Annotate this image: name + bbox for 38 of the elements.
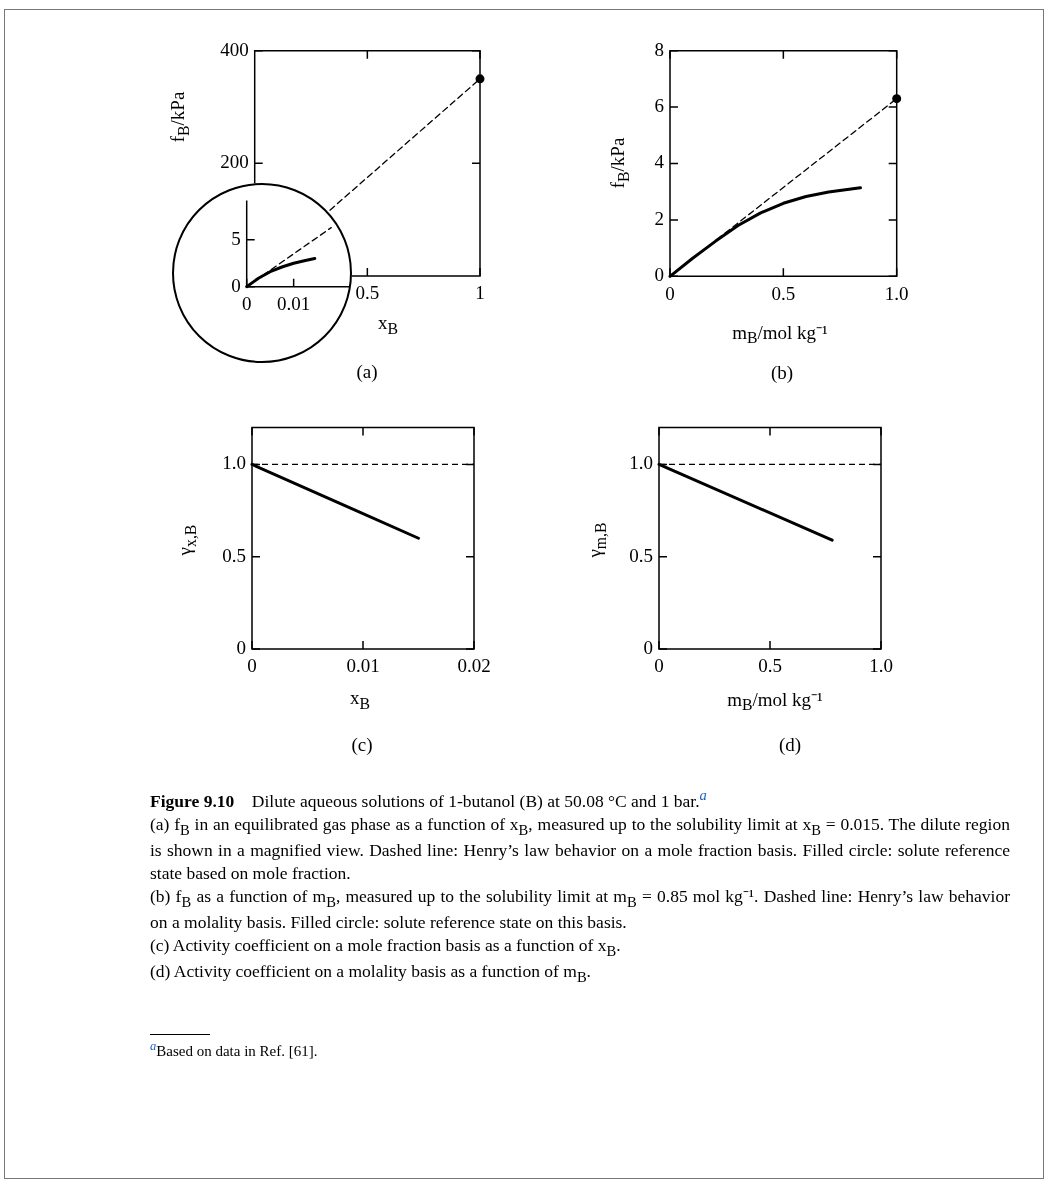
y-tick-label: 6 bbox=[654, 95, 664, 117]
x-axis-title: x$_{B}$ bbox=[377, 312, 399, 338]
x-tick-label: 1.0 bbox=[884, 282, 909, 304]
text: (b) bbox=[770, 362, 794, 384]
y-tick-label: 8 bbox=[654, 38, 664, 60]
x-tick-label: 0.02 bbox=[457, 655, 491, 677]
text: (d) Activity coefficient on a molality basis as a function of m$_{B}$. bbox=[150, 960, 592, 987]
x-tick-label: 0.01 bbox=[277, 293, 311, 315]
y-tick-label: 200 bbox=[220, 151, 249, 173]
x-axis-title: x$_{B}$ bbox=[349, 687, 371, 713]
text: (d) bbox=[778, 734, 802, 756]
y-tick-label: 0 bbox=[654, 264, 664, 286]
x-tick-label: 0.01 bbox=[346, 655, 380, 677]
text: (a) f$_{B}$ in an equilibrated gas phase as a function of x$_{B}$, measured up to the solubility limit at x$_{B}$ = 0.015. The dilute region is shown in a magnified view. Dashed line: Henry’s law behavior on a mole fraction basis. Filled circle: solute reference state based on mole fraction. bbox=[150, 813, 1010, 883]
y-tick-label: 1.0 bbox=[629, 452, 653, 474]
y-tick-label: 4 bbox=[654, 151, 665, 173]
text: (c) bbox=[351, 734, 373, 756]
x-axis-title: m$_{B}$/mol kg⁻¹ bbox=[727, 687, 823, 715]
y-tick-label: 400 bbox=[220, 38, 249, 60]
y-tick-label: 0 bbox=[643, 636, 653, 658]
text: (b) f$_{B}$ as a function of m$_{B}$, measured up to the solubility limit at m$_{B}$ = 0.85 mol kg⁻¹. Dashed line: Henry’s law behavior on a molality basis. Filled circle: solute reference state on this basis. bbox=[150, 884, 1010, 934]
y-tick-label: 1.0 bbox=[222, 452, 246, 474]
y-tick-label: 2 bbox=[654, 207, 664, 229]
x-tick-label: 1 bbox=[475, 282, 485, 304]
text: (c) Activity coefficient on a mole fraction basis as a function of x$_{B}$. bbox=[150, 933, 622, 961]
y-tick-label: 0.5 bbox=[222, 544, 246, 566]
text: Figure 9.10 bbox=[150, 791, 235, 811]
x-axis-title: m$_{B}$/mol kg⁻¹ bbox=[732, 320, 828, 348]
y-tick-label: 0.5 bbox=[629, 544, 653, 566]
y-tick-label: 0 bbox=[236, 636, 246, 658]
text: $^{a}$Based on data in Ref. [61]. bbox=[150, 1038, 318, 1059]
x-tick-label: 0.5 bbox=[771, 282, 796, 304]
text: (a) bbox=[356, 361, 378, 383]
x-tick-label: 1.0 bbox=[869, 655, 893, 677]
x-tick-label: 0.5 bbox=[758, 655, 782, 677]
y-tick-label: 5 bbox=[231, 227, 241, 249]
text: Dilute aqueous solutions of 1-butanol (B) at 50.08 °C and 1 bar.$^{a}$ bbox=[251, 787, 707, 811]
x-tick-label: 0.5 bbox=[355, 282, 380, 304]
